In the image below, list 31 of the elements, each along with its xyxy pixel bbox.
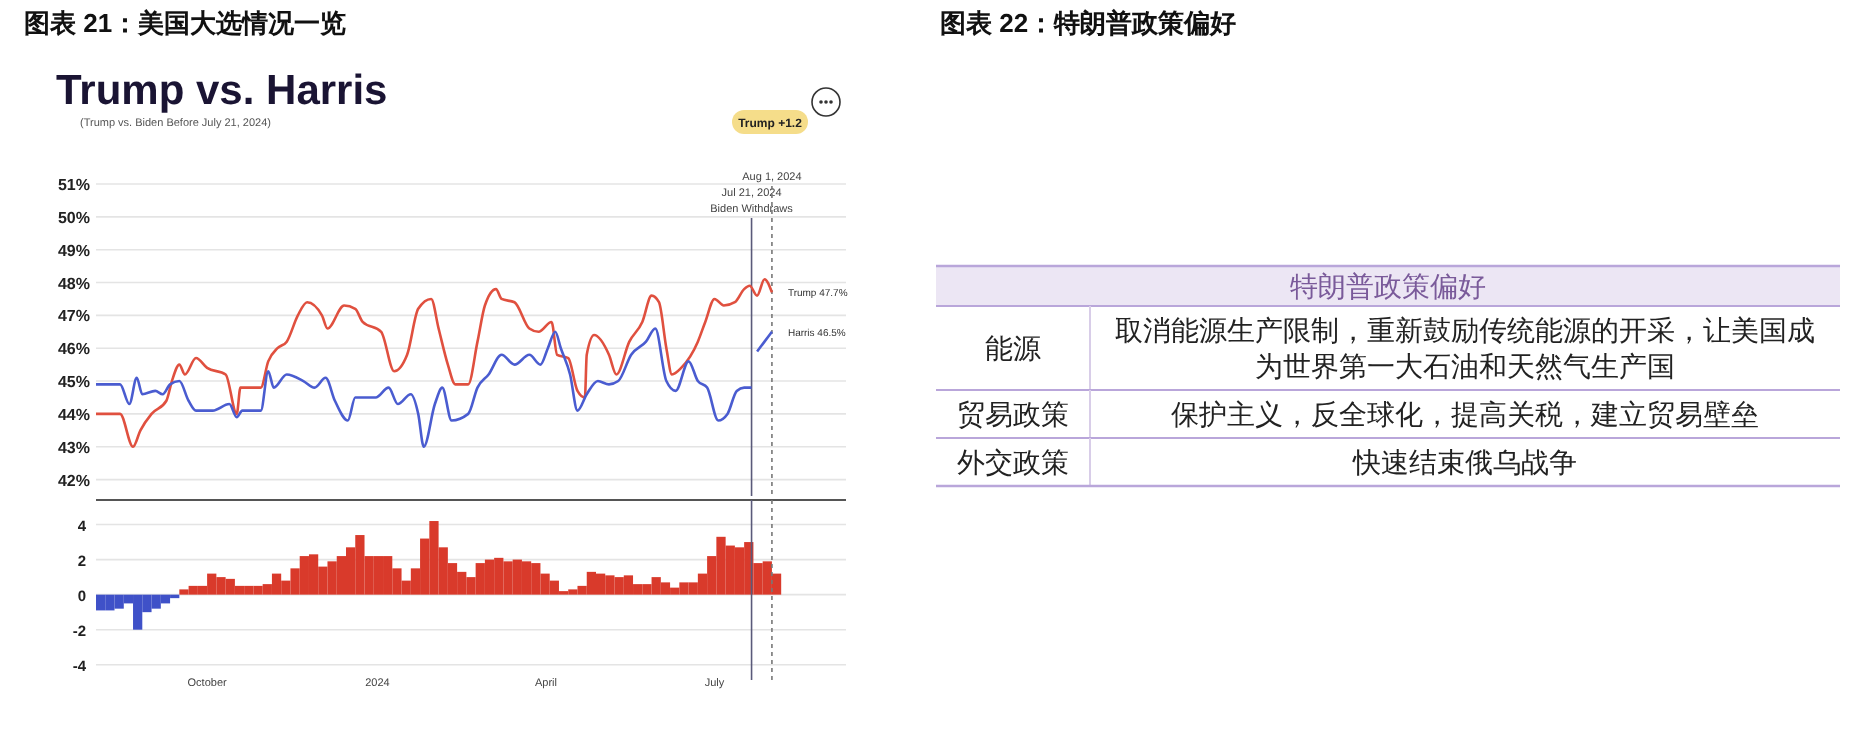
text: 特朗普政策偏好	[1290, 270, 1486, 304]
y-tick-label: 49%	[57, 241, 90, 260]
y-tick-label: 48%	[57, 274, 90, 293]
bar	[484, 559, 495, 595]
bar	[308, 554, 319, 595]
bar	[734, 547, 745, 595]
text: 保护主义，反全球化，提高关税，建立贸易壁垒	[1171, 400, 1759, 432]
y-tick-label: 45%	[57, 373, 90, 392]
bar	[234, 585, 245, 595]
y-tick-label: 42%	[57, 471, 90, 490]
y-tick-label: 51%	[57, 176, 90, 194]
y-tick-label: 44%	[57, 405, 90, 424]
line-series	[94, 327, 753, 449]
text: 快速结束俄乌战争	[1351, 448, 1577, 480]
y-tick-label: 47%	[57, 307, 90, 326]
line-series	[94, 277, 774, 449]
text: 图表 21：美国大选情况一览	[24, 8, 347, 38]
text: 能源	[985, 334, 1041, 366]
y-tick-label: 43%	[57, 438, 90, 457]
bar	[271, 573, 282, 595]
text: 图表 22：特朗普政策偏好	[940, 8, 1237, 38]
text: 取消能源生产限制，重新鼓励传统能源的开采，让美国成为世界第一大石油和天然气生产国	[1115, 316, 1815, 384]
text: 外交政策	[957, 448, 1069, 480]
bar	[623, 575, 634, 595]
y-tick-label: 50%	[57, 208, 90, 227]
chart-title: Trump vs. Harris	[56, 68, 388, 114]
bar	[373, 556, 384, 595]
text: 贸易政策	[957, 400, 1069, 432]
bar	[521, 561, 532, 595]
y-tick-label: 46%	[57, 340, 90, 359]
bar	[660, 582, 671, 595]
